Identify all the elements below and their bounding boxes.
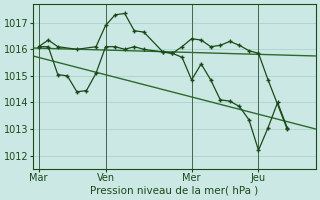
X-axis label: Pression niveau de la mer( hPa ): Pression niveau de la mer( hPa ): [90, 186, 259, 196]
